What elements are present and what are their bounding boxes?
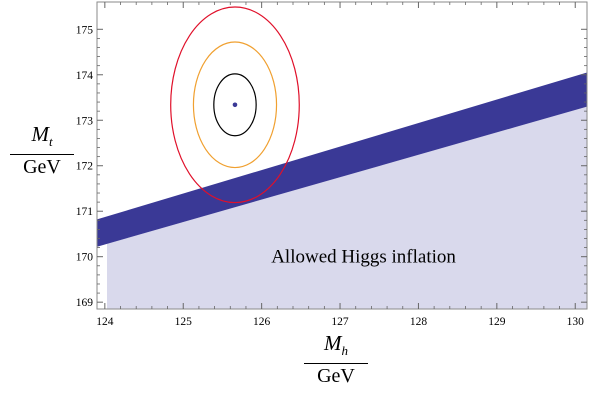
y-tick-label: 172	[76, 161, 94, 173]
allowed-region-label: Allowed Higgs inflation	[271, 247, 456, 268]
x-tick-label: 128	[410, 316, 428, 328]
x-axis-label: Mh GeV	[304, 331, 368, 388]
y-tick-label: 174	[76, 70, 94, 82]
y-tick-label: 173	[76, 115, 94, 127]
contour-3-sigma	[170, 6, 300, 204]
confidence-contours	[170, 6, 300, 204]
x-axis-ticks: 124 125 126 127 128 129 130	[96, 2, 584, 328]
y-axis-label: Mt GeV	[10, 122, 74, 179]
x-tick-label: 127	[331, 316, 349, 328]
x-tick-label: 129	[488, 316, 506, 328]
y-tick-label: 175	[76, 24, 94, 36]
x-tick-label: 130	[567, 316, 585, 328]
y-tick-label: 170	[76, 252, 94, 264]
y-tick-label: 171	[76, 206, 94, 218]
boundary-band	[97, 72, 587, 247]
x-tick-label: 125	[175, 316, 193, 328]
measurement-point	[232, 102, 238, 108]
y-axis-ticks: 169 170 171 172 173 174 175	[76, 24, 587, 309]
x-tick-label: 124	[96, 316, 114, 328]
contour-2-sigma	[192, 41, 278, 169]
y-tick-label: 169	[76, 297, 94, 309]
contour-1-sigma	[213, 73, 257, 137]
plot-frame	[96, 1, 588, 310]
x-tick-label: 126	[253, 316, 271, 328]
